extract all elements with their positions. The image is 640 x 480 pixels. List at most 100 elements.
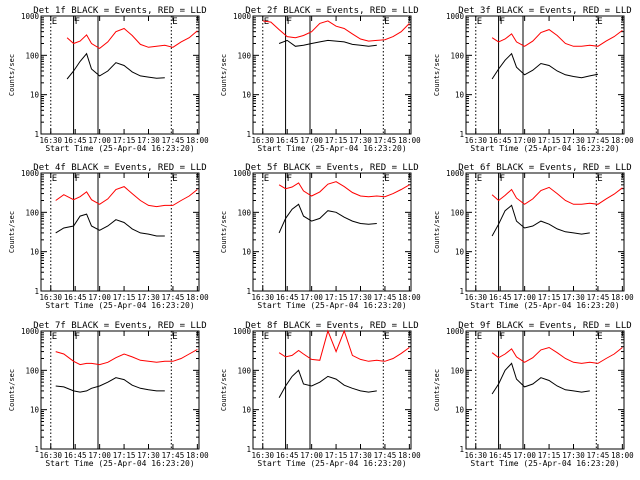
x-tick-label: 17:15 [538, 451, 561, 460]
x-tick-label: 17:15 [538, 293, 561, 302]
time-marker-label: E [477, 332, 482, 342]
y-axis-label: Counts/sec [8, 369, 16, 411]
x-tick-label: 18:00 [611, 293, 634, 302]
lld-rate-series [491, 346, 623, 364]
x-tick-label: 17:45 [162, 293, 185, 302]
x-tick-label: 17:00 [513, 451, 536, 460]
x-tick-label: 17:00 [513, 293, 536, 302]
time-marker-label: E [264, 332, 269, 342]
x-tick-label: 16:30 [251, 451, 274, 460]
x-tick-label: 16:45 [64, 293, 87, 302]
x-tick-label: 16:30 [464, 293, 487, 302]
x-tick-label: 16:30 [251, 293, 274, 302]
x-tick-label: 17:00 [513, 136, 536, 145]
y-axis-label: Counts/sec [433, 211, 441, 253]
y-axis-label: Counts/sec [220, 211, 228, 253]
lld-rate-series [262, 20, 410, 42]
time-marker-label: E [52, 174, 57, 184]
event-rate-series [278, 39, 377, 47]
x-tick-label: 17:30 [137, 293, 160, 302]
plot-frame [465, 172, 625, 292]
x-axis-label: Start Time (25-Apr-04 16:23:20) [257, 144, 406, 153]
time-marker-label: F [500, 17, 505, 27]
event-rate-series [491, 204, 590, 237]
detector-panel: Det 7f BLACK = Events, RED = LLD 1 10 100 10… [8, 321, 209, 468]
y-tick-label: 1000 [21, 169, 40, 178]
plot-frame [40, 330, 200, 450]
time-marker-label: E [477, 174, 482, 184]
y-tick-label: 10 [30, 91, 40, 100]
detector-panel: Det 9f BLACK = Events, RED = LLD 1 10 100 10… [433, 321, 634, 468]
x-tick-label: 17:15 [538, 136, 561, 145]
y-tick-label: 100 [237, 366, 251, 375]
time-marker-label: E [597, 174, 602, 184]
x-tick-label: 17:15 [325, 451, 348, 460]
time-marker-label: F [287, 332, 292, 342]
event-rate-series [66, 52, 165, 80]
x-tick-label: 17:30 [349, 136, 372, 145]
y-axis-label: Counts/sec [433, 54, 441, 96]
y-tick-label: 1000 [446, 12, 465, 21]
x-tick-label: 16:45 [276, 451, 299, 460]
panel-title: Det 3f BLACK = Events, RED = LLD [458, 6, 631, 16]
time-marker-label: E [384, 174, 389, 184]
y-tick-label: 1 [459, 287, 464, 296]
y-tick-label: 1 [246, 287, 251, 296]
x-tick-label: 17:15 [325, 136, 348, 145]
detector-panel: Det 5f BLACK = Events, RED = LLD 1 10 100 10… [220, 163, 421, 310]
time-marker-label: F [500, 174, 505, 184]
plot-frame [252, 330, 412, 450]
lld-rate-series [278, 181, 410, 198]
y-tick-label: 10 [242, 91, 252, 100]
time-marker-label: E [52, 332, 57, 342]
time-marker-label: F [75, 332, 80, 342]
time-marker-label: E [52, 17, 57, 27]
time-marker-label: E [477, 17, 482, 27]
panel-title: Det 5f BLACK = Events, RED = LLD [245, 163, 418, 173]
event-rate-series [278, 203, 377, 234]
x-tick-label: 17:30 [562, 136, 585, 145]
y-tick-label: 1000 [446, 169, 465, 178]
time-marker-label: E [384, 332, 389, 342]
x-tick-label: 17:00 [88, 293, 111, 302]
x-tick-label: 17:30 [137, 451, 160, 460]
x-tick-label: 16:45 [64, 136, 87, 145]
x-tick-label: 16:30 [39, 293, 62, 302]
x-tick-label: 17:00 [300, 293, 323, 302]
x-tick-label: 16:30 [464, 451, 487, 460]
plot-frame [40, 15, 200, 135]
x-tick-label: 18:00 [186, 136, 209, 145]
x-tick-label: 17:45 [587, 451, 610, 460]
x-tick-label: 17:30 [137, 136, 160, 145]
x-axis-label: Start Time (25-Apr-04 16:23:20) [257, 301, 406, 310]
time-marker-label: E [384, 17, 389, 27]
panel-title: Det 8f BLACK = Events, RED = LLD [245, 321, 418, 331]
lld-rate-series [66, 27, 198, 50]
x-tick-label: 17:45 [162, 136, 185, 145]
x-tick-label: 16:30 [251, 136, 274, 145]
event-rate-series [55, 377, 165, 393]
x-tick-label: 16:45 [489, 451, 512, 460]
y-tick-label: 1 [246, 445, 251, 454]
lld-rate-series [55, 186, 198, 208]
x-tick-label: 17:45 [374, 136, 397, 145]
y-axis-label: Counts/sec [220, 54, 228, 96]
time-marker-label: F [75, 174, 80, 184]
lld-rate-series [278, 329, 410, 362]
x-tick-label: 17:00 [300, 136, 323, 145]
event-rate-series [55, 213, 165, 237]
plot-frame [465, 15, 625, 135]
x-tick-label: 16:45 [276, 293, 299, 302]
detector-panel: Det 6f BLACK = Events, RED = LLD 1 10 100 10… [433, 163, 634, 310]
detector-panel: Det 2f BLACK = Events, RED = LLD 1 10 100 10… [220, 6, 421, 153]
x-tick-label: 17:45 [587, 293, 610, 302]
x-axis-label: Start Time (25-Apr-04 16:23:20) [45, 459, 194, 468]
y-tick-label: 1 [34, 130, 39, 139]
x-tick-label: 17:30 [349, 293, 372, 302]
y-axis-label: Counts/sec [8, 211, 16, 253]
time-marker-label: F [287, 174, 292, 184]
time-marker-label: F [75, 17, 80, 27]
x-tick-label: 17:30 [562, 451, 585, 460]
x-tick-label: 17:30 [562, 293, 585, 302]
plot-frame [465, 330, 625, 450]
